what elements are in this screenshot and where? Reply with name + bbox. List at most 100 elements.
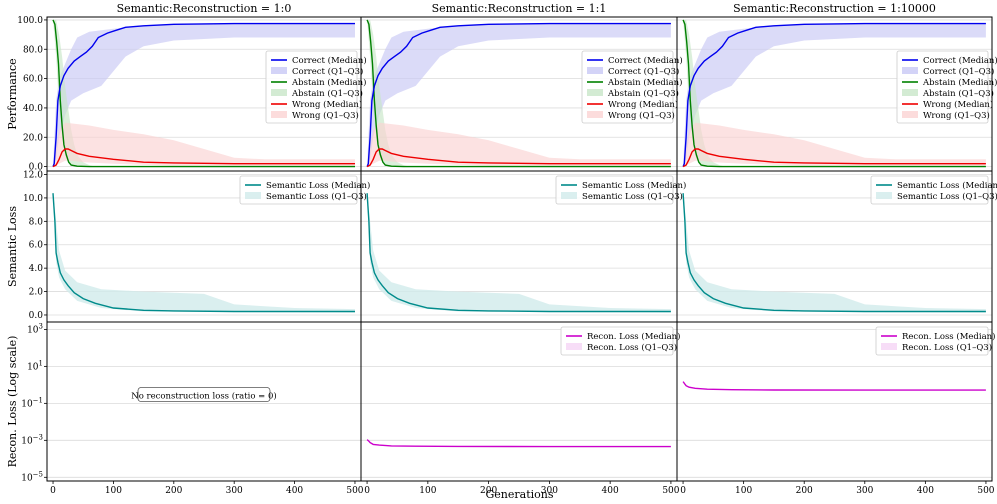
legend-swatch xyxy=(271,89,287,96)
legend-label: Abstain (Q1–Q3) xyxy=(922,88,994,99)
legend-box xyxy=(555,175,674,205)
legend-label: Abstain (Median) xyxy=(922,77,997,88)
x-tick-label: 100 xyxy=(105,486,122,496)
wrong-band xyxy=(367,122,671,167)
wrong-band xyxy=(683,122,986,167)
legend-label: Correct (Q1–Q3) xyxy=(292,66,363,77)
legend-box xyxy=(560,326,674,356)
legend-swatch xyxy=(271,67,287,74)
abstain-median-line xyxy=(682,19,986,168)
y-tick-label: 101 xyxy=(27,359,43,372)
column-title: Semantic:Reconstruction = 1:1 xyxy=(432,2,607,15)
legend-label: Wrong (Q1–Q3) xyxy=(923,110,990,121)
panel-1-1 xyxy=(366,192,671,313)
legend-label: Semantic Loss (Q1–Q3) xyxy=(266,191,367,202)
legend-label: Correct (Q1–Q3) xyxy=(608,66,679,77)
legend-label: Correct (Median) xyxy=(292,55,367,66)
x-tick-label: 0 xyxy=(680,486,686,496)
panel-1-0 xyxy=(52,192,355,313)
x-tick-label: 500 xyxy=(662,486,679,496)
x-tick-label: 300 xyxy=(541,486,558,496)
panel-0-0 xyxy=(52,19,355,168)
panel-0-1 xyxy=(366,19,671,168)
y-tick-label: 6.0 xyxy=(29,241,44,251)
y-tick-label: 0.0 xyxy=(29,311,44,321)
x-tick-label: 400 xyxy=(917,486,934,496)
x-tick-label: 100 xyxy=(735,486,752,496)
legend-label: Recon. Loss (Median) xyxy=(902,331,995,342)
correct-median-line xyxy=(366,22,671,167)
y-tick-label: 12.0 xyxy=(23,171,43,181)
recon-median-line xyxy=(366,439,671,448)
legend-label: Semantic Loss (Median) xyxy=(266,180,370,191)
y-tick-label: 103 xyxy=(27,322,43,335)
panel-1-2 xyxy=(682,192,986,313)
legend-box xyxy=(896,50,989,124)
legend-swatch xyxy=(271,111,287,118)
panel-2-2 xyxy=(682,381,986,391)
legend-label: Correct (Median) xyxy=(608,55,683,66)
legend-swatch xyxy=(881,343,897,350)
legend-label: Correct (Median) xyxy=(923,55,997,66)
legend-label: Wrong (Q1–Q3) xyxy=(292,110,359,121)
column-title: Semantic:Reconstruction = 1:10000 xyxy=(733,2,936,15)
legend-label: Wrong (Median) xyxy=(292,99,362,110)
y-tick-label: 80.0 xyxy=(23,45,43,55)
legend-label: Wrong (Median) xyxy=(608,99,678,110)
semantic-band xyxy=(53,192,355,313)
wrong-band xyxy=(53,122,355,167)
y-tick-label: 20.0 xyxy=(23,133,43,143)
legend-label: Recon. Loss (Q1–Q3) xyxy=(902,342,992,353)
y-tick-label: 2.0 xyxy=(29,288,44,298)
legend-swatch xyxy=(587,67,603,74)
x-tick-label: 500 xyxy=(977,486,994,496)
legend-label: Recon. Loss (Median) xyxy=(587,331,680,342)
legend-swatch xyxy=(876,192,892,199)
y-tick-label: 40.0 xyxy=(23,104,43,114)
legend-swatch xyxy=(587,89,603,96)
abstain-median-line xyxy=(366,19,671,168)
correct-median-line xyxy=(682,22,986,167)
x-tick-label: 200 xyxy=(480,486,497,496)
x-tick-label: 400 xyxy=(602,486,619,496)
legend-box xyxy=(239,175,358,205)
panel-0-2 xyxy=(682,19,986,168)
annotation-box xyxy=(137,387,271,402)
legend-label: Semantic Loss (Q1–Q3) xyxy=(582,191,683,202)
legend-swatch xyxy=(902,89,918,96)
semantic-median-line xyxy=(52,193,355,313)
wrong-median-line xyxy=(366,148,671,168)
legend-label: Abstain (Q1–Q3) xyxy=(291,88,363,99)
legend-label: Abstain (Median) xyxy=(607,77,682,88)
correct-band xyxy=(683,23,986,167)
x-tick-label: 500 xyxy=(346,486,363,496)
semantic-median-line xyxy=(682,193,986,313)
y-tick-label: 60.0 xyxy=(23,75,43,85)
y-tick-label: 10−5 xyxy=(21,470,43,483)
x-tick-label: 300 xyxy=(856,486,873,496)
wrong-median-line xyxy=(682,148,986,168)
legend-swatch xyxy=(587,111,603,118)
x-tick-label: 300 xyxy=(226,486,243,496)
legend-box xyxy=(581,50,674,124)
legend-label: Recon. Loss (Q1–Q3) xyxy=(587,342,677,353)
legend-label: Semantic Loss (Median) xyxy=(897,180,997,191)
recon-median-line xyxy=(682,381,986,391)
y-tick-label: 0.0 xyxy=(29,163,44,173)
semantic-median-line xyxy=(366,193,671,313)
legend-label: Semantic Loss (Median) xyxy=(582,180,686,191)
semantic-band xyxy=(683,192,986,313)
x-axis-label: Generations xyxy=(486,488,554,501)
panel-2-1 xyxy=(366,439,671,448)
x-tick-label: 400 xyxy=(286,486,303,496)
y-tick-label: 8.0 xyxy=(29,217,44,227)
outer-frame xyxy=(46,16,993,482)
x-tick-label: 100 xyxy=(419,486,436,496)
x-tick-label: 200 xyxy=(165,486,182,496)
legend-label: Wrong (Median) xyxy=(923,99,993,110)
x-tick-label: 0 xyxy=(50,486,56,496)
correct-band xyxy=(53,23,355,167)
column-title: Semantic:Reconstruction = 1:0 xyxy=(117,2,292,15)
wrong-median-line xyxy=(52,148,355,168)
